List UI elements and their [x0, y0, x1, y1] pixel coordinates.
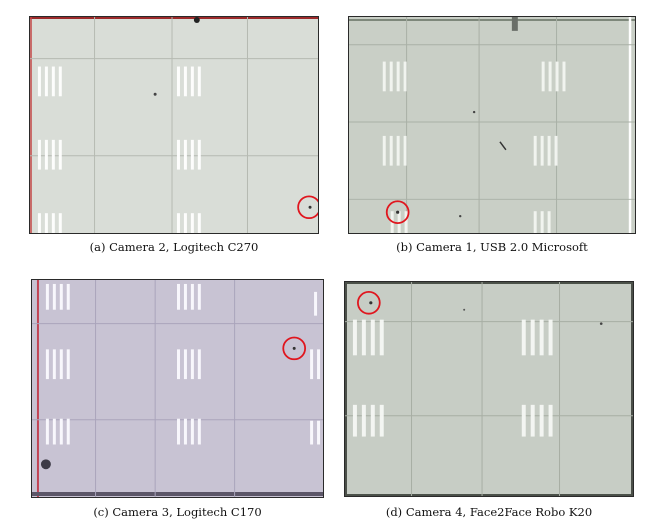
- caption-a: (a) Camera 2, Logitech C270: [89, 240, 259, 254]
- caption-b: (b) Camera 1, USB 2.0 Microsoft: [396, 240, 588, 254]
- defect-marker: [385, 200, 410, 224]
- camera-4-image: [345, 282, 633, 496]
- defect-marker: [357, 291, 381, 315]
- camera-3-photo: [31, 279, 324, 498]
- caption-d: (d) Camera 4, Face2Face Robo K20: [385, 505, 593, 519]
- camera-4-photo: [344, 281, 634, 497]
- camera-1-photo: [348, 16, 636, 234]
- camera-2-image: [30, 17, 318, 233]
- defect-marker: [297, 195, 318, 220]
- defect-marker: [282, 336, 307, 361]
- caption-c: (c) Camera 3, Logitech C170: [93, 505, 262, 519]
- camera-1-image: [349, 17, 635, 233]
- camera-3-image: [32, 280, 323, 497]
- camera-2-photo: [29, 16, 319, 234]
